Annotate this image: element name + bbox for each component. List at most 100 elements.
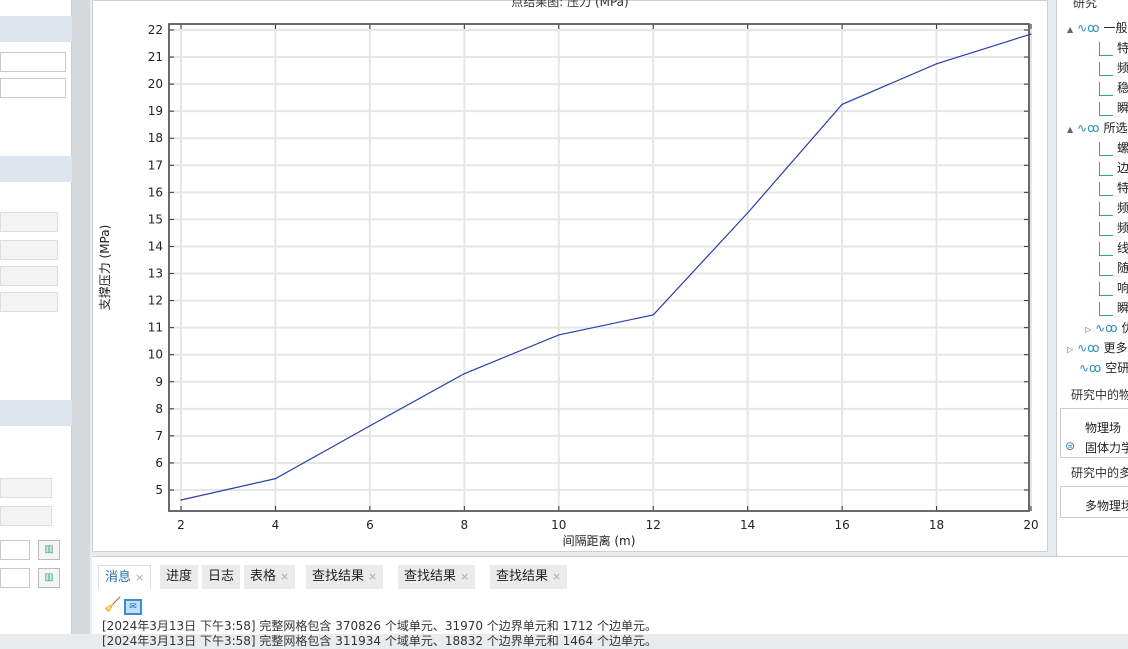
tree-item[interactable]: 特征频率 <box>1099 38 1128 58</box>
input-field[interactable] <box>0 568 30 588</box>
close-tab-icon[interactable]: × <box>368 570 378 583</box>
tree-item[interactable]: 频域 <box>1099 198 1128 218</box>
collapse-icon[interactable]: ▲ <box>1067 125 1074 134</box>
section-header <box>0 156 72 182</box>
data-point <box>180 499 182 501</box>
tree-item[interactable]: 瞬态 <box>1099 98 1128 118</box>
tab-label: 消息 <box>105 570 132 585</box>
y-tick-label: 7 <box>155 429 163 443</box>
input-field[interactable] <box>0 266 58 286</box>
tree-item-label: 瞬态 <box>1117 101 1128 115</box>
x-tick-label: 6 <box>366 518 374 532</box>
tree-item[interactable]: 频域模态 <box>1099 218 1128 238</box>
plot-icon[interactable]: ▥ <box>38 540 60 560</box>
tree-item[interactable]: ▷∿ꝏ优化 <box>1085 318 1128 338</box>
data-point <box>274 478 277 480</box>
messages-panel: 消息 × 进度 日志 表格 × 查找结果 × 查找结果 × 查找结果 × 🧹 ✉ [2024年3月13… <box>92 556 1128 648</box>
study-icon: ∿ꝏ <box>1095 321 1118 335</box>
study-step-icon <box>1099 41 1113 56</box>
input-field[interactable] <box>0 506 52 526</box>
plot-frame <box>168 23 1030 512</box>
y-axis-label: 支撑压力 (MPa) <box>97 225 112 311</box>
close-tab-icon[interactable]: × <box>135 571 145 584</box>
tree-item[interactable]: 瞬态 <box>1099 298 1128 318</box>
tree-item[interactable]: 频域 <box>1099 58 1128 78</box>
input-field[interactable] <box>0 212 58 232</box>
study-step-icon <box>1099 81 1113 96</box>
input-field[interactable] <box>0 240 58 260</box>
tree-item[interactable]: 特征频率 <box>1099 178 1128 198</box>
tree-item-label: 一般研究 <box>1103 21 1128 35</box>
y-tick-label: 6 <box>155 456 163 470</box>
study-icon: ∿ꝏ <box>1077 21 1100 35</box>
study-step-icon <box>1099 221 1113 236</box>
x-tick-label: 10 <box>551 518 566 532</box>
data-point <box>463 373 465 375</box>
y-tick-label: 18 <box>148 131 163 145</box>
collapse-icon[interactable]: ▲ <box>1067 25 1074 34</box>
tab-label: 表格 <box>250 569 277 584</box>
tree-item[interactable]: ▲∿ꝏ一般研究 <box>1067 18 1128 38</box>
splitter[interactable] <box>72 0 90 634</box>
log-line: [2024年3月13日 下午3:58] 完整网格包含 370826 个域单元、3… <box>102 619 657 633</box>
x-tick-label: 14 <box>740 518 755 532</box>
tree-item-label: 随机振动 <box>1117 261 1128 275</box>
y-tick-label: 14 <box>148 239 163 253</box>
x-tick-label: 4 <box>272 518 280 532</box>
tab-2[interactable]: 日志 <box>202 565 241 589</box>
input-field[interactable] <box>0 78 66 98</box>
tab-label: 日志 <box>208 569 235 584</box>
study-step-icon <box>1099 101 1113 116</box>
tree-item[interactable]: 边界模态 <box>1099 158 1128 178</box>
expand-icon[interactable]: ▷ <box>1067 345 1074 354</box>
close-tab-icon[interactable]: × <box>460 570 470 583</box>
table-row[interactable]: 固体力学 <box>1085 441 1128 455</box>
section-header <box>0 400 72 426</box>
tab-1[interactable]: 进度 <box>160 565 199 589</box>
tree-item[interactable]: 随机振动 <box>1099 258 1128 278</box>
tab-4[interactable]: 查找结果 × <box>306 565 384 589</box>
input-field[interactable] <box>0 478 52 498</box>
y-tick-label: 11 <box>148 321 163 335</box>
y-tick-label: 21 <box>148 50 163 64</box>
input-field[interactable] <box>0 540 30 560</box>
study-panel: 研究 ▲∿ꝏ一般研究特征频率频域稳态瞬态▲∿ꝏ所选物理场螺栓预紧边界模态特征频率… <box>1056 0 1128 634</box>
message-window-icon[interactable]: ✉ <box>124 599 142 615</box>
data-point <box>841 103 843 105</box>
study-icon: ∿ꝏ <box>1079 361 1102 375</box>
close-tab-icon[interactable]: × <box>552 570 562 583</box>
study-section-label: 研究 <box>1073 0 1098 10</box>
tree-item-label: 特征频率 <box>1117 181 1128 195</box>
expand-icon[interactable]: ▷ <box>1085 325 1092 334</box>
tree-item[interactable]: 线性屈曲 <box>1099 238 1128 258</box>
x-tick-label: 20 <box>1023 518 1038 532</box>
tree-item[interactable]: ▲∿ꝏ所选物理场 <box>1067 118 1128 138</box>
study-icon: ∿ꝏ <box>1077 121 1100 135</box>
tree-item[interactable]: ▷∿ꝏ更多研究 <box>1067 338 1128 358</box>
tree-item[interactable]: 响应谱 <box>1099 278 1128 298</box>
tree-item[interactable]: 螺栓预紧 <box>1099 138 1128 158</box>
tab-label: 查找结果 <box>312 569 365 584</box>
tab-3[interactable]: 表格 × <box>244 565 296 589</box>
input-field[interactable] <box>0 52 66 72</box>
y-tick-label: 22 <box>148 23 163 37</box>
tree-item[interactable]: 稳态 <box>1099 78 1128 98</box>
close-tab-icon[interactable]: × <box>280 570 290 583</box>
physics-table: 物理场 ⊜ 固体力学 <box>1060 408 1128 458</box>
solid-mechanics-icon: ⊜ <box>1065 439 1076 453</box>
input-field[interactable] <box>0 292 58 312</box>
tree-item-label: 瞬态 <box>1117 301 1128 315</box>
y-tick-label: 15 <box>148 212 163 226</box>
tab-0[interactable]: 消息 × <box>98 565 152 589</box>
plot-icon[interactable]: ▥ <box>38 568 60 588</box>
tab-5[interactable]: 查找结果 × <box>398 565 476 589</box>
plot-area <box>168 23 1030 512</box>
x-tick-label: 18 <box>929 518 944 532</box>
x-tick-label: 8 <box>461 518 469 532</box>
tab-6[interactable]: 查找结果 × <box>490 565 568 589</box>
study-step-icon <box>1099 301 1113 316</box>
study-step-icon <box>1099 201 1113 216</box>
clear-broom-icon[interactable]: 🧹 <box>104 597 122 613</box>
